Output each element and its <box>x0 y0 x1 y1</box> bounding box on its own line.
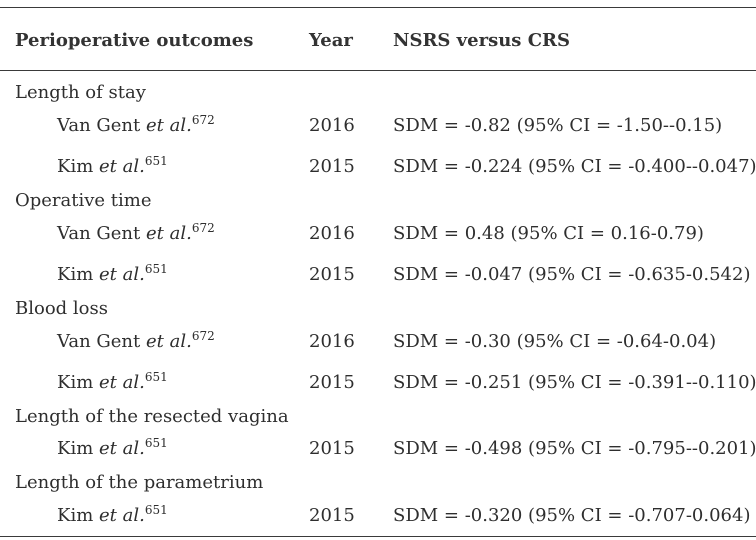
study-author: Van Gent <box>57 331 141 352</box>
study-cell: Kim et al.651 <box>57 262 168 287</box>
study-author: Kim <box>57 438 94 459</box>
header-comparison: NSRS versus CRS <box>393 30 570 51</box>
header-year: Year <box>309 30 353 51</box>
group-label: Length of stay <box>15 82 146 103</box>
result-cell: SDM = -0.320 (95% CI = -0.707-0.064) <box>393 505 751 526</box>
year-cell: 2016 <box>309 223 355 244</box>
year-cell: 2015 <box>309 505 355 526</box>
year-cell: 2016 <box>309 331 355 352</box>
study-author: Van Gent <box>57 223 141 244</box>
result-cell: SDM = -0.30 (95% CI = -0.64-0.04) <box>393 331 717 352</box>
result-cell: SDM = -0.224 (95% CI = -0.400--0.047) <box>393 156 756 177</box>
result-cell: SDM = -0.498 (95% CI = -0.795--0.201) <box>393 438 756 459</box>
study-etal: et al. <box>99 156 145 177</box>
year-cell: 2016 <box>309 115 355 136</box>
top-rule <box>0 7 756 8</box>
study-author: Kim <box>57 264 94 285</box>
study-cell: Kim et al.651 <box>57 503 168 528</box>
header-rule <box>0 70 756 71</box>
result-cell: SDM = -0.82 (95% CI = -1.50--0.15) <box>393 115 723 136</box>
study-etal: et al. <box>99 505 145 526</box>
result-cell: SDM = 0.48 (95% CI = 0.16-0.79) <box>393 223 704 244</box>
study-author: Kim <box>57 156 94 177</box>
group-label: Operative time <box>15 190 152 211</box>
group-label: Blood loss <box>15 298 108 319</box>
year-cell: 2015 <box>309 372 355 393</box>
study-ref: 672 <box>191 113 215 127</box>
group-label: Length of the parametrium <box>15 472 264 493</box>
year-cell: 2015 <box>309 264 355 285</box>
study-ref: 651 <box>144 436 168 450</box>
study-ref: 672 <box>191 221 215 235</box>
bottom-rule <box>0 536 756 537</box>
study-ref: 651 <box>144 503 168 517</box>
study-etal: et al. <box>99 438 145 459</box>
header-outcome: Perioperative outcomes <box>15 30 254 51</box>
study-cell: Van Gent et al.672 <box>57 221 215 246</box>
study-etal: et al. <box>145 115 192 136</box>
year-cell: 2015 <box>309 156 355 177</box>
study-etal: et al. <box>145 331 192 352</box>
study-etal: et al. <box>99 264 145 285</box>
study-author: Kim <box>57 505 94 526</box>
study-ref: 651 <box>144 370 168 384</box>
study-author: Kim <box>57 372 94 393</box>
result-cell: SDM = -0.047 (95% CI = -0.635-0.542) <box>393 264 751 285</box>
result-cell: SDM = -0.251 (95% CI = -0.391--0.110) <box>393 372 756 393</box>
year-cell: 2015 <box>309 438 355 459</box>
group-label: Length of the resected vagina <box>15 406 289 427</box>
study-author: Van Gent <box>57 115 141 136</box>
study-ref: 651 <box>144 154 168 168</box>
study-cell: Kim et al.651 <box>57 370 168 395</box>
study-etal: et al. <box>145 223 192 244</box>
study-ref: 672 <box>191 329 215 343</box>
study-ref: 651 <box>144 262 168 276</box>
study-etal: et al. <box>99 372 145 393</box>
study-cell: Van Gent et al.672 <box>57 113 215 138</box>
study-cell: Van Gent et al.672 <box>57 329 215 354</box>
study-cell: Kim et al.651 <box>57 436 168 461</box>
study-cell: Kim et al.651 <box>57 154 168 179</box>
